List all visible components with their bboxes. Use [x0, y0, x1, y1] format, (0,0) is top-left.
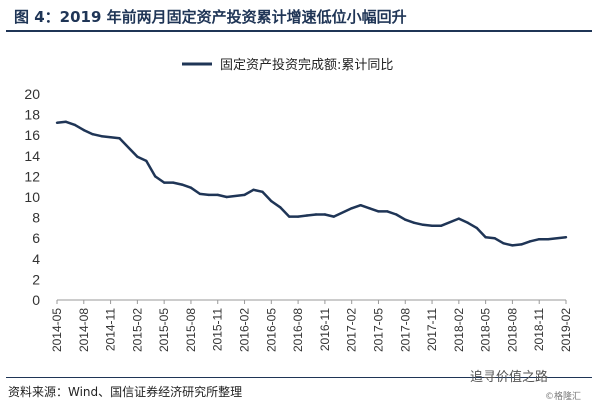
series-point: [288, 215, 291, 218]
x-tick-label: 2015-08: [184, 308, 198, 352]
x-tick-label: 2014-08: [77, 308, 91, 352]
x-tick-label: 2018-08: [505, 308, 519, 352]
series-point: [332, 215, 335, 218]
series-point: [270, 199, 273, 203]
x-tick-label: 2014-11: [104, 308, 118, 351]
series-point: [91, 133, 94, 136]
series-point: [323, 213, 327, 216]
series-point: [198, 192, 202, 196]
series-point: [109, 136, 112, 139]
series-point: [350, 207, 353, 210]
series-point: [395, 213, 398, 216]
series-point: [564, 236, 568, 239]
y-tick-label: 16: [24, 127, 40, 143]
series-point: [207, 193, 210, 197]
y-tick-label: 2: [32, 271, 40, 287]
series-point: [154, 175, 157, 178]
series-point: [189, 186, 193, 189]
y-tick-label: 8: [32, 210, 40, 226]
series-point: [413, 221, 416, 224]
series-point: [279, 206, 282, 209]
x-tick-label: 2018-02: [452, 308, 466, 352]
x-tick-label: 2015-02: [130, 308, 144, 352]
x-tick-label: 2017-02: [345, 308, 359, 352]
chart-title: 图 4：2019 年前两月固定资产投资累计增速低位小幅回升: [14, 8, 407, 26]
series-point: [457, 217, 460, 220]
series-point: [359, 204, 362, 207]
series-point: [466, 221, 469, 224]
x-tick-labels: 2014-05 2014-08 2014-11 2015-02 2015-05 2015-…: [50, 308, 573, 352]
y-tick-label: 6: [32, 230, 40, 246]
series-point: [502, 242, 505, 245]
x-tick-label: 2016-11: [318, 308, 332, 351]
x-tick-label: 2019-02: [559, 308, 573, 352]
x-tick-label: 2017-08: [398, 308, 412, 352]
y-tick-label: 12: [24, 168, 40, 184]
x-tick-label: 2016-05: [264, 308, 278, 352]
series-line: [56, 120, 567, 247]
series-point: [421, 223, 425, 226]
series-point: [261, 190, 264, 193]
source-note: 资料来源：Wind、国信证券经济研究所整理: [8, 385, 243, 399]
watermark-sub: ©格隆汇: [545, 392, 582, 402]
series-point: [404, 218, 407, 221]
series-point: [163, 181, 166, 184]
series-point: [225, 195, 228, 199]
series-point: [484, 236, 487, 239]
series-point: [546, 238, 550, 241]
y-tick-label: 14: [24, 148, 40, 164]
y-tick-label: 10: [24, 189, 40, 205]
x-tick-label: 2016-02: [238, 308, 252, 352]
y-axis: 0 2 4 6 8 10 12 14 16 18 20: [24, 86, 40, 308]
y-tick-label: 18: [24, 107, 40, 123]
x-tick-label: 2017-05: [371, 308, 385, 352]
series-point: [171, 181, 175, 184]
series-point: [314, 213, 318, 216]
series-point: [538, 238, 541, 241]
series-point: [55, 121, 59, 125]
series-point: [82, 128, 86, 132]
series-point: [73, 123, 77, 127]
series-point: [520, 243, 523, 246]
title-divider: [6, 30, 592, 32]
x-tick-label: 2015-11: [211, 308, 225, 351]
x-tick-label: 2018-05: [479, 308, 493, 352]
series-point: [475, 226, 478, 230]
y-tick-label: 4: [32, 251, 40, 267]
series-point: [368, 207, 371, 210]
series-point: [100, 135, 103, 138]
x-axis: [56, 299, 567, 304]
legend-label: 固定资产投资完成额:累计同比: [220, 57, 393, 73]
legend: 固定资产投资完成额:累计同比: [182, 57, 393, 73]
y-tick-label: 20: [24, 86, 40, 102]
x-tick-label: 2018-11: [532, 308, 546, 351]
x-tick-label: 2015-05: [157, 308, 171, 352]
series-point: [216, 193, 219, 197]
series-point: [252, 188, 255, 191]
series-point: [243, 193, 246, 197]
series-point: [64, 120, 68, 124]
series-point: [439, 224, 443, 227]
series-point: [430, 224, 434, 227]
x-tick-label: 2016-08: [291, 308, 305, 352]
watermark: 追寻价值之路: [470, 370, 549, 385]
x-tick-label: 2017-11: [425, 308, 439, 351]
series-point: [386, 210, 389, 213]
series-point: [296, 215, 300, 218]
x-tick-label: 2014-05: [50, 308, 64, 352]
series-points: [55, 120, 568, 247]
series-point: [529, 240, 532, 243]
series-point: [180, 183, 184, 186]
series-point: [145, 159, 148, 163]
footer-divider: [6, 377, 592, 378]
series-point: [118, 137, 121, 140]
series-point: [511, 244, 514, 247]
y-tick-label: 0: [32, 292, 40, 308]
series-point: [136, 155, 139, 158]
series-point: [377, 210, 380, 213]
series-point: [305, 214, 309, 217]
series-point: [493, 237, 496, 240]
